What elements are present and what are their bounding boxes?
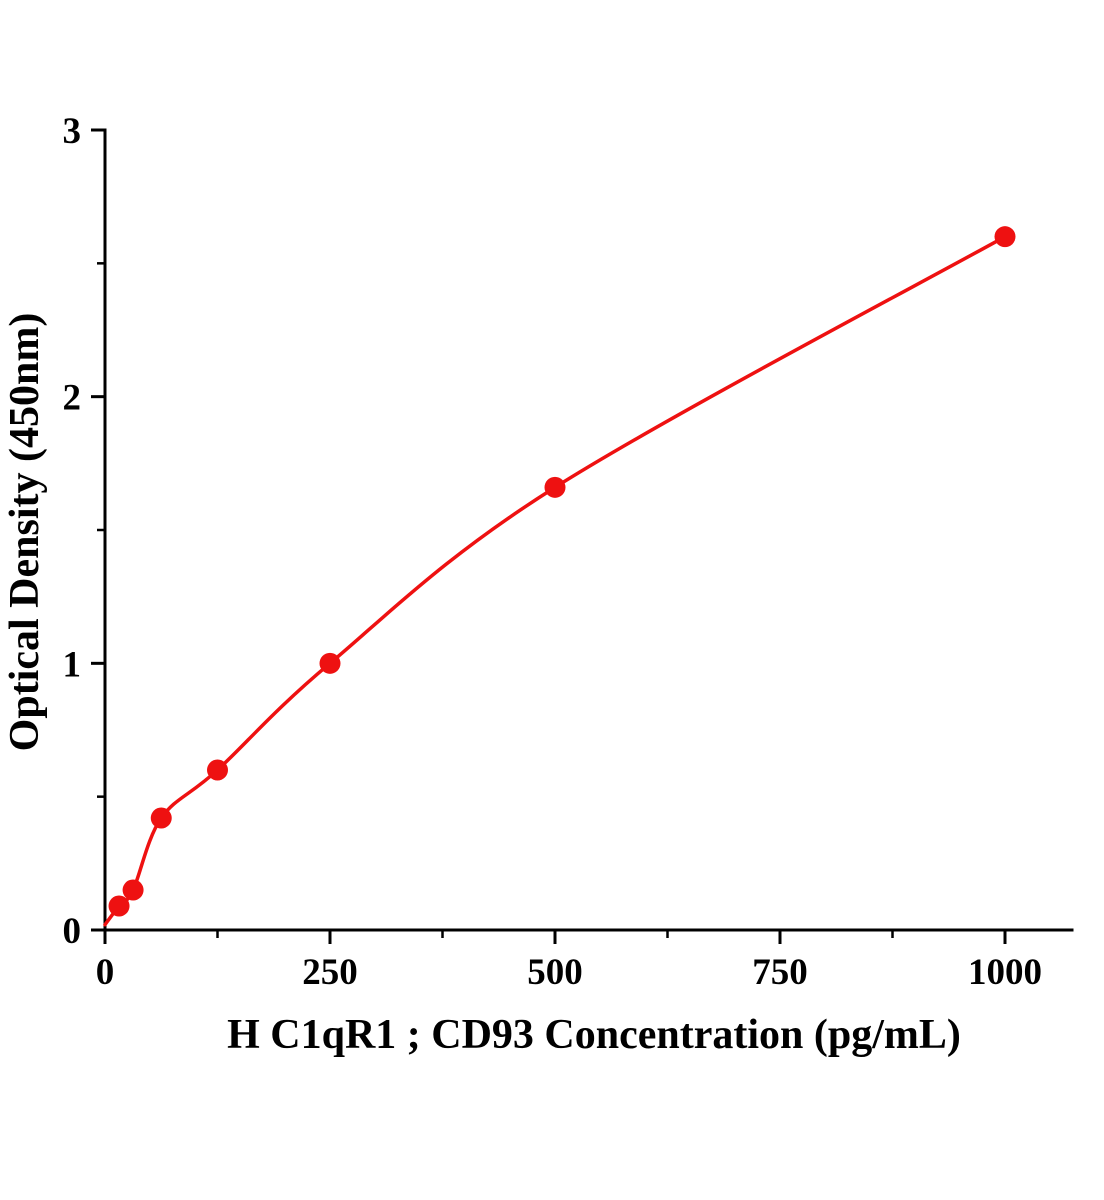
- y-tick-label: 1: [63, 644, 82, 685]
- data-point-marker: [319, 652, 341, 674]
- x-axis-label: H C1qR1 ; CD93 Concentration (pg/mL): [227, 1012, 961, 1058]
- data-point-marker: [122, 879, 144, 901]
- data-point-marker: [108, 895, 130, 917]
- x-tick-label: 500: [527, 952, 583, 993]
- data-point-marker: [207, 759, 228, 781]
- x-tick-label: 1000: [968, 952, 1042, 993]
- y-tick-label: 2: [63, 378, 82, 419]
- data-point-marker: [150, 807, 172, 829]
- y-tick-label: 3: [63, 111, 82, 152]
- x-tick-label: 250: [302, 952, 358, 993]
- data-point-marker: [994, 226, 1016, 248]
- axis-lines: [103, 128, 1074, 932]
- x-tick-label: 0: [96, 952, 115, 993]
- x-tick-label: 750: [752, 952, 808, 993]
- y-tick-label: 0: [63, 911, 82, 952]
- y-axis-label: Optical Density (450nm): [2, 313, 48, 752]
- standard-curve-line: [103, 234, 1007, 927]
- chart-plot-area: 0 250 500 750 1000 0 1 2 3: [63, 111, 1074, 993]
- data-point-marker: [544, 476, 566, 498]
